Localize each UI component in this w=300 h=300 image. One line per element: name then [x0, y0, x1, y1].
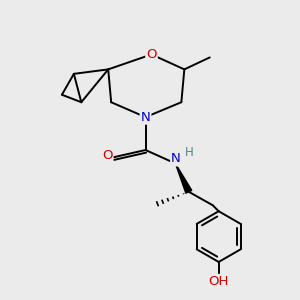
Text: N: N — [171, 152, 181, 166]
Text: OH: OH — [208, 275, 229, 288]
Text: O: O — [146, 48, 157, 61]
Polygon shape — [176, 164, 192, 193]
Text: N: N — [141, 111, 150, 124]
Text: O: O — [102, 149, 112, 163]
Text: H: H — [185, 146, 194, 160]
